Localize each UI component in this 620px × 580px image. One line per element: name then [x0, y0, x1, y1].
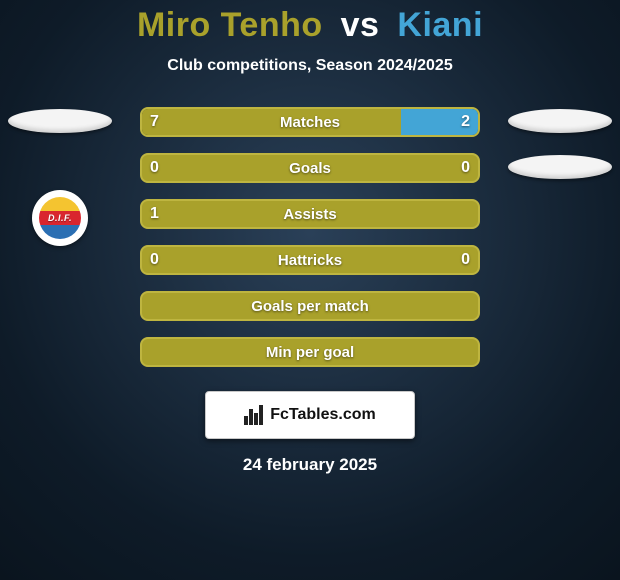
stat-bar-track: Goals per match: [140, 291, 480, 321]
date-label: 24 february 2025: [0, 455, 620, 475]
stat-label: Matches: [142, 109, 478, 135]
stat-row: Assists1: [0, 191, 620, 237]
attribution-text: FcTables.com: [270, 406, 376, 424]
comparison-title: Miro Tenho vs Kiani: [0, 0, 620, 45]
fctables-icon: [244, 405, 264, 425]
stat-value-right: 0: [451, 245, 480, 275]
player2-name: Kiani: [397, 6, 483, 44]
stat-label: Goals: [142, 155, 478, 181]
stat-label: Hattricks: [142, 247, 478, 273]
stat-bar-track: Min per goal: [140, 337, 480, 367]
club-badge: D.I.F.: [32, 190, 88, 246]
subtitle: Club competitions, Season 2024/2025: [0, 57, 620, 75]
stat-label: Min per goal: [142, 339, 478, 365]
stat-row: Goals0 0: [0, 145, 620, 191]
country-pill-left: [8, 109, 112, 133]
stat-bar-track: Assists: [140, 199, 480, 229]
country-pill-right: [508, 109, 612, 133]
stat-value-left: 7: [140, 107, 169, 137]
stat-bar-track: Goals: [140, 153, 480, 183]
stat-row: Goals per match: [0, 283, 620, 329]
stat-value-right: 0: [451, 153, 480, 183]
stat-value-left: 0: [140, 153, 169, 183]
stat-value-left: 0: [140, 245, 169, 275]
attribution-box: FcTables.com: [205, 391, 415, 439]
club-badge-inner: D.I.F.: [39, 197, 81, 239]
stat-value-right: 2: [451, 107, 480, 137]
stat-label: Assists: [142, 201, 478, 227]
badge-text: D.I.F.: [39, 197, 81, 239]
stat-row: Hattricks0 0: [0, 237, 620, 283]
stat-bar-track: Hattricks: [140, 245, 480, 275]
stat-row: Min per goal: [0, 329, 620, 375]
player1-name: Miro Tenho: [137, 6, 323, 44]
vs-label: vs: [341, 6, 380, 44]
stat-label: Goals per match: [142, 293, 478, 319]
stat-bar-track: Matches: [140, 107, 480, 137]
stats-container: Matches72Goals00Assists1Hattricks00Goals…: [0, 99, 620, 375]
country-pill-right: [508, 155, 612, 179]
stat-value-left: 1: [140, 199, 169, 229]
stat-row: Matches7 2: [0, 99, 620, 145]
